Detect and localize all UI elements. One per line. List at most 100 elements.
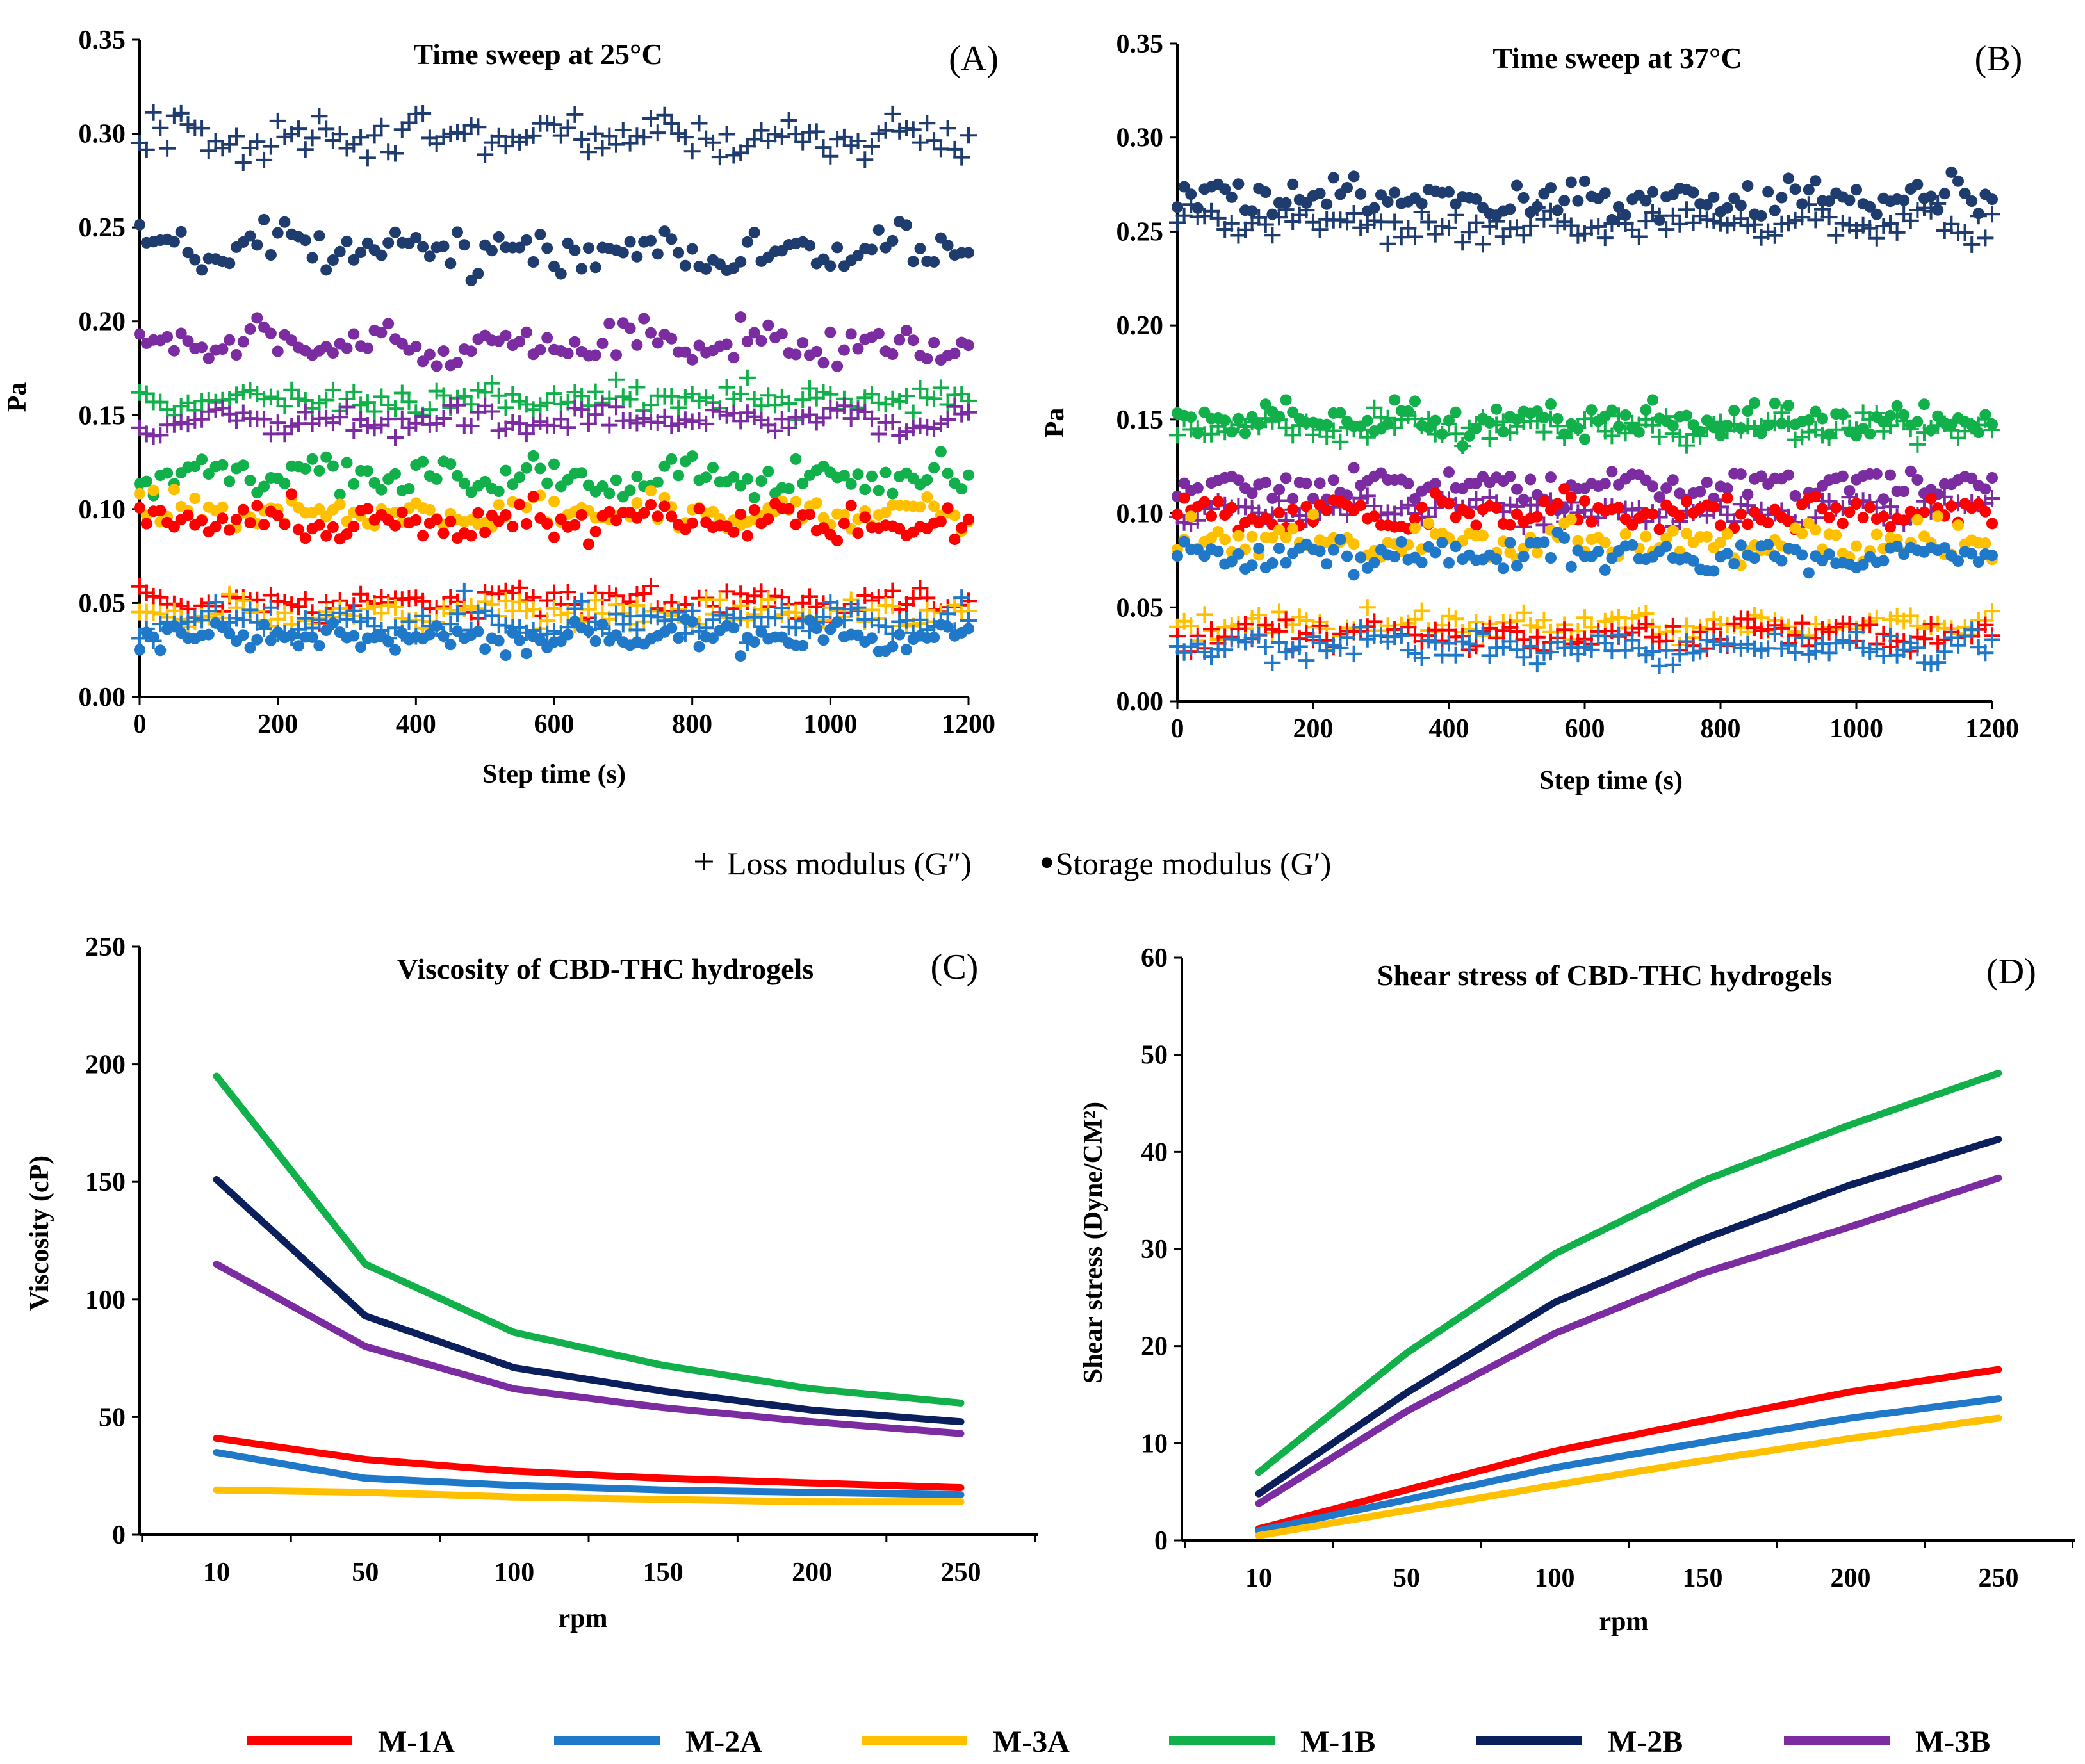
panel-a-data-point	[732, 385, 749, 402]
panel-a-data-point	[423, 348, 436, 361]
panel-b-data-point	[1783, 172, 1794, 184]
panel-a-data-point	[286, 629, 298, 641]
panel-b-data-point	[1545, 471, 1557, 484]
panel-b-data-point	[1219, 414, 1231, 427]
panel-a-data-point	[705, 402, 721, 419]
panel-b-data-point	[1902, 212, 1919, 229]
panel-b-data-point	[1848, 623, 1865, 641]
panel-d-y-tick-label: 30	[1141, 1235, 1168, 1264]
panel-b-data-point	[1885, 521, 1896, 533]
panel-a-data-point	[582, 625, 594, 637]
panel-a-data-point	[887, 234, 899, 247]
panel-a-data-point	[859, 484, 871, 496]
panel-a-data-point	[152, 119, 169, 136]
panel-a-data-point	[614, 616, 632, 633]
panel-a-data-point	[932, 379, 949, 396]
panel-b-data-point	[1389, 394, 1401, 406]
panel-b-data-point	[1966, 195, 1978, 207]
panel-a-data-point	[926, 132, 943, 149]
panel-a-y-tick-label: 0.00	[79, 683, 126, 712]
panel-a-data-point	[748, 636, 760, 648]
panel-d-line-m-3b	[1255, 1174, 2002, 1507]
panel-a-data-point	[387, 145, 404, 162]
panel-b-data-point	[1870, 208, 1883, 220]
panel-b-data-point	[1528, 412, 1546, 430]
panel-a-data-point	[877, 618, 894, 635]
panel-a-data-point	[334, 488, 346, 500]
panel-a-data-point	[541, 518, 553, 530]
panel-b-data-point	[1436, 537, 1448, 549]
panel-a-data-point	[856, 389, 874, 407]
panel-a-data-point	[693, 339, 705, 352]
panel-b-data-point	[1522, 217, 1539, 234]
panel-a-data-point	[483, 403, 500, 420]
panel-a-data-point	[152, 589, 169, 606]
panel-a-plot-area: 0.00 0.05 0.10 0.15 0.20 0.25 0.30 0.35 0 200 400 6…	[79, 26, 996, 739]
panel-b-data-point	[1848, 421, 1865, 439]
panel-a-data-point	[748, 491, 760, 503]
panel-b-y-tick-label: 0.10	[1116, 500, 1164, 529]
panel-b-data-point	[1447, 610, 1464, 628]
panel-a-data-point	[762, 465, 774, 477]
panel-a-time-sweep-25c: Time sweep at 25°C (A) Pa Step time (s) …	[3, 26, 999, 789]
panel-b-data-point	[1409, 395, 1421, 407]
panel-a-data-point	[393, 121, 411, 138]
panel-b-data-point	[1807, 211, 1824, 229]
panel-b-data-point	[1820, 644, 1838, 662]
panel-a-data-point	[389, 226, 401, 238]
panel-a-data-point	[849, 599, 867, 616]
panel-a-data-point	[147, 484, 159, 496]
panel-a-data-point	[134, 218, 145, 231]
panel-a-data-point	[514, 241, 526, 254]
panel-a-data-point	[345, 602, 363, 619]
panel-b-data-point	[1877, 493, 1890, 505]
panel-a-data-point	[131, 135, 148, 151]
panel-b-data-point	[1922, 616, 1940, 633]
panel-a-data-point	[552, 411, 569, 428]
panel-a-data-point	[739, 369, 756, 386]
panel-b-data-point	[1515, 227, 1532, 244]
panel-a-data-point	[707, 505, 719, 518]
panel-b-data-point	[1966, 472, 1978, 484]
panel-b-data-point	[1409, 522, 1421, 534]
panel-a-data-point	[520, 234, 532, 246]
panel-b-data-point	[1708, 501, 1720, 513]
panel-a-data-point	[400, 393, 418, 411]
panel-a-data-point	[859, 511, 871, 523]
panel-b-x-axis-label: Step time (s)	[1539, 766, 1683, 796]
panel-a-data-point	[375, 249, 388, 261]
panel-a-data-point	[594, 140, 611, 157]
panel-a-data-point	[393, 384, 411, 402]
panel-a-data-point	[507, 521, 519, 533]
panel-a-data-point	[683, 413, 701, 430]
panel-b-data-point	[1298, 202, 1315, 219]
panel-a-data-point	[748, 504, 760, 516]
panel-b-data-point	[1721, 492, 1733, 504]
panel-a-data-point	[780, 419, 797, 436]
panel-b-data-point	[1817, 412, 1828, 425]
panel-b-data-point	[1475, 409, 1491, 426]
panel-a-data-point	[452, 625, 463, 637]
panel-a-data-point	[165, 107, 183, 124]
panel-a-data-point	[559, 584, 576, 601]
panel-b-data-point	[1606, 404, 1618, 416]
panel-a-data-point	[942, 468, 954, 480]
panel-b-data-point	[1977, 411, 1994, 428]
panel-a-data-point	[228, 127, 245, 145]
panel-b-data-point	[1441, 635, 1457, 652]
panel-b-data-point	[1984, 206, 2000, 223]
panel-b-data-point	[1355, 551, 1367, 564]
panel-a-data-point	[380, 396, 397, 413]
panel-c-y-tick-label: 50	[99, 1403, 126, 1432]
panel-a-data-point	[576, 509, 588, 521]
panel-b-data-point	[1298, 413, 1315, 430]
panel-a-data-point	[313, 464, 325, 477]
panel-b-series-m-1b-g	[1169, 399, 2000, 454]
panel-b-data-point	[1300, 477, 1312, 489]
panel-a-data-point	[852, 343, 864, 355]
panel-b-data-point	[1185, 510, 1197, 523]
panel-a-data-point	[700, 471, 712, 484]
legend-label-m-2a: M-2A	[685, 1725, 762, 1759]
panel-b-data-point	[1810, 524, 1822, 536]
panel-b-data-point	[1877, 510, 1890, 523]
